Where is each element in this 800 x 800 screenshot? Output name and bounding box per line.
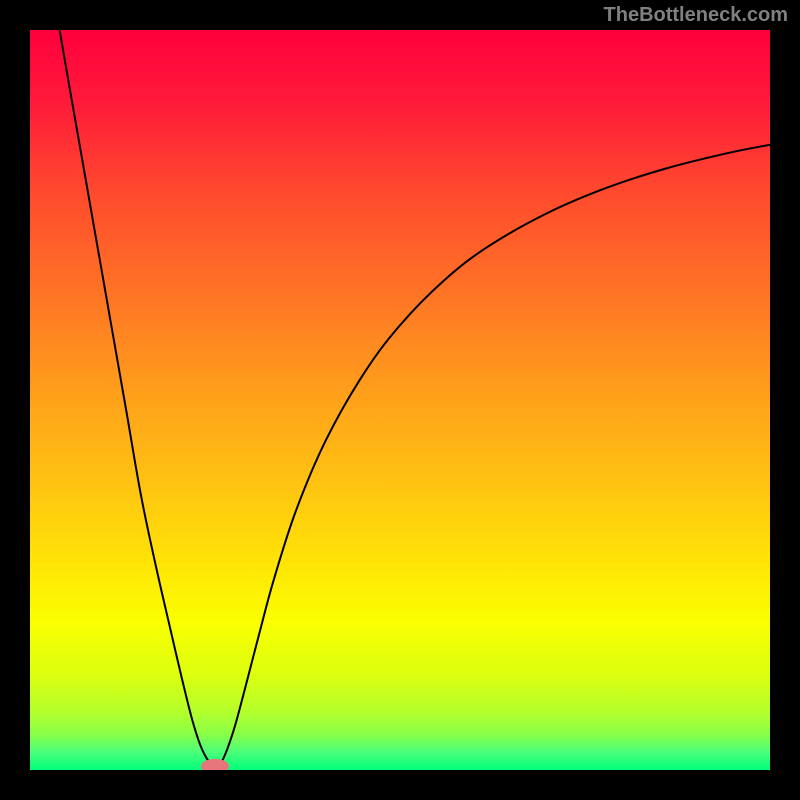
plot-svg [30, 30, 770, 770]
chart-frame: TheBottleneck.com [0, 0, 800, 800]
plot-area [30, 30, 770, 770]
watermark-text: TheBottleneck.com [604, 4, 788, 27]
gradient-background [30, 30, 770, 770]
